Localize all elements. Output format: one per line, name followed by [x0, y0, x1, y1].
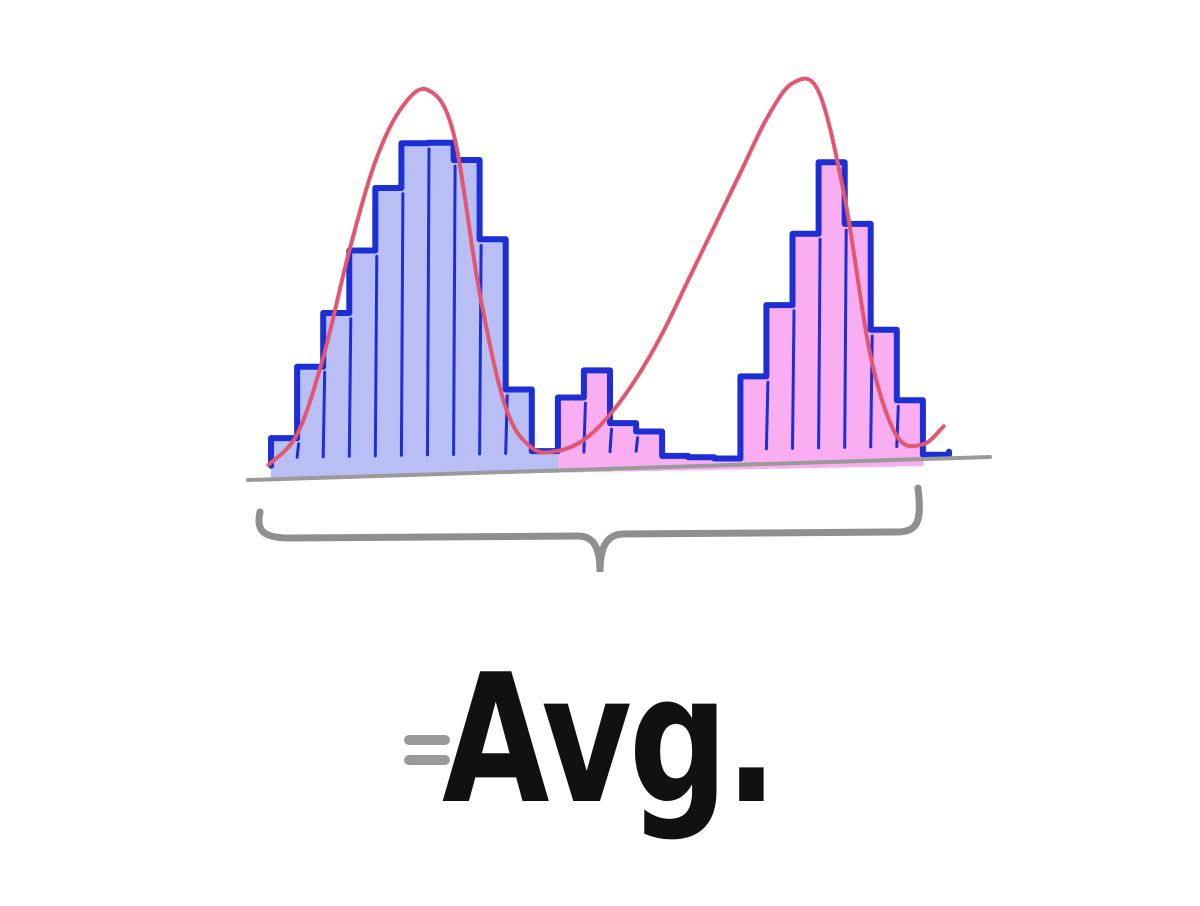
- histogram-bars: [271, 142, 924, 478]
- equals-bar-top: [404, 735, 450, 745]
- equals-bar-bottom: [404, 755, 450, 765]
- bar-2-15: [636, 431, 663, 471]
- bar-divider-1: [295, 442, 301, 459]
- bar-divider-6: [426, 147, 431, 457]
- bar-2-25: [896, 400, 924, 467]
- bar-2-24: [870, 329, 898, 467]
- curly-brace: [255, 484, 923, 573]
- bar-2-12: [557, 397, 585, 473]
- bar-1-4: [349, 250, 377, 477]
- average-caption: Avg.: [400, 610, 820, 870]
- x-axis-baseline: [246, 455, 992, 482]
- bar-2-19: [740, 376, 768, 469]
- bar-1-6: [401, 143, 429, 476]
- bar-1-5: [375, 188, 403, 476]
- bar-divider-2: [321, 370, 327, 459]
- bar-1-11: [531, 451, 559, 473]
- bar-divider-5: [399, 192, 405, 457]
- bar-2-21: [792, 233, 820, 469]
- bar-divider-22: [843, 228, 848, 449]
- bar-divider-20: [791, 309, 796, 450]
- bar-1-7: [427, 142, 455, 475]
- bar-divider-7: [452, 164, 457, 456]
- bar-1-10: [505, 389, 533, 474]
- avg-label: Avg.: [442, 636, 778, 843]
- bar-divider-3: [347, 317, 353, 458]
- bar-divider-8: [478, 244, 483, 456]
- bar-2-14: [610, 423, 637, 472]
- bar-2-22: [818, 162, 846, 468]
- bar-divider-12: [582, 401, 587, 454]
- bar-divider-13: [608, 427, 613, 454]
- bar-divider-14: [634, 436, 640, 453]
- bar-divider-19: [764, 380, 770, 451]
- bar-divider-21: [817, 237, 822, 450]
- bar-2-20: [766, 305, 794, 469]
- histogram-inner-strokes: [295, 147, 900, 459]
- fitted-curve: [266, 76, 946, 467]
- bar-divider-4: [373, 254, 379, 458]
- histogram-outline: [268, 139, 952, 469]
